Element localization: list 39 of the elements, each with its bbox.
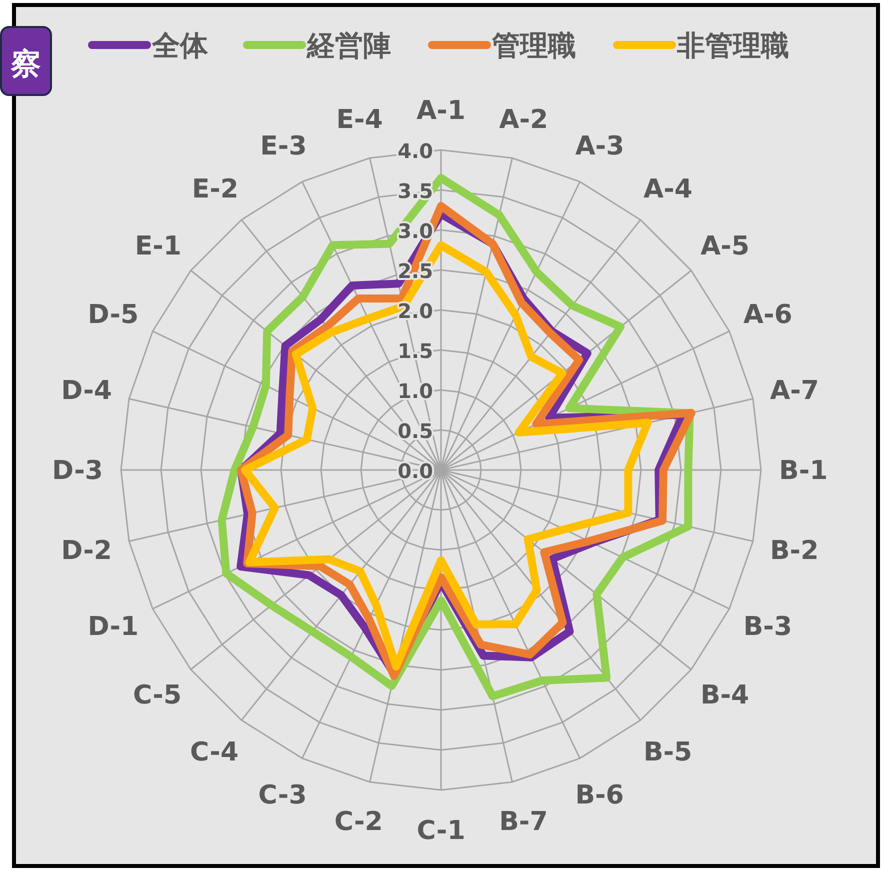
annotation: 察 [0,26,52,96]
y-tick-label: 0.0 [398,459,433,483]
legend-label: 管理職 [491,29,576,62]
spoke-label: E-2 [192,174,239,205]
spoke-label: D-2 [61,536,112,566]
spoke-label: B-2 [770,536,819,566]
y-tick-label: 4.0 [398,139,433,163]
legend-label: 非管理職 [676,29,789,62]
spoke-label: C-2 [334,806,383,837]
y-tick-label: 1.0 [398,379,433,403]
spoke-label: B-3 [743,612,792,642]
spoke-label: B-4 [700,680,750,710]
spoke-label: A-2 [499,105,548,136]
legend-label: 全体 [151,29,209,62]
spoke-label: B-1 [779,456,828,486]
spoke-label: B-7 [499,806,548,837]
spoke-label: A-4 [643,174,692,205]
spoke-label: A-1 [416,96,466,126]
spoke-label: D-1 [88,612,139,642]
spoke-label: E-3 [260,132,307,162]
spoke-label: A-3 [575,132,624,162]
spoke-label: A-7 [770,376,819,406]
legend-label: 経営陣 [306,29,391,62]
y-tick-label: 2.0 [398,299,433,323]
spoke-label: E-4 [336,105,383,136]
spoke-label: D-5 [88,300,139,330]
spoke-label: C-1 [416,816,466,846]
spoke-label: A-6 [743,300,792,330]
spoke-label: B-6 [575,780,624,810]
y-tick-label: 1.5 [398,339,433,363]
spoke-label: E-1 [134,232,182,262]
spoke-label: B-5 [643,737,692,768]
spoke-label: D-4 [61,376,112,406]
y-tick-label: 0.5 [398,419,433,443]
spoke-label: C-5 [132,680,182,710]
spoke-label: D-3 [52,456,103,486]
spoke-label: C-3 [258,780,307,810]
spoke-label: A-5 [700,232,750,262]
spoke-label: C-4 [190,737,239,768]
